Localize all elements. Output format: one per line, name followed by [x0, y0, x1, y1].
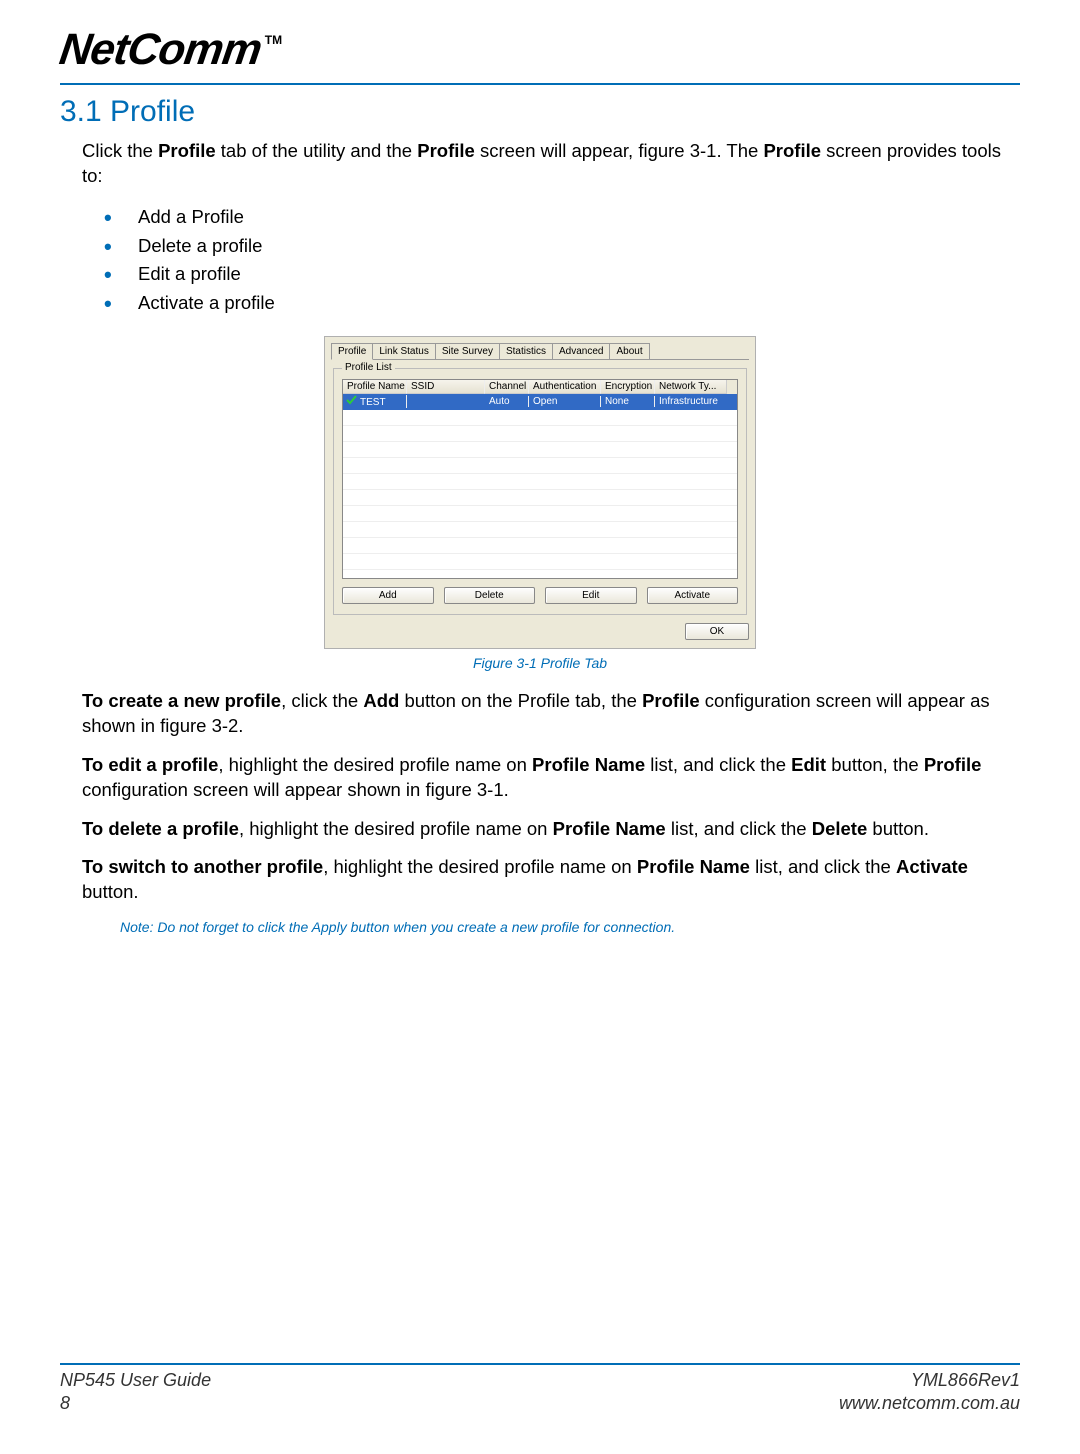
figure-caption: Figure 3-1 Profile Tab	[60, 655, 1020, 671]
edit-button[interactable]: Edit	[545, 587, 637, 604]
bullet-item: Delete a profile	[104, 232, 1020, 261]
figure-container: Profile Link Status Site Survey Statisti…	[60, 336, 1020, 671]
cell-profile-name: TEST	[343, 395, 407, 408]
bullet-item: Add a Profile	[104, 203, 1020, 232]
profile-listview[interactable]: Profile Name SSID Channel Authentication…	[342, 379, 738, 579]
table-row[interactable]: TEST Auto Open None Infrastructure	[343, 394, 737, 410]
tab-strip: Profile Link Status Site Survey Statisti…	[331, 343, 749, 360]
brand-logo: NetComm TM	[60, 25, 1020, 75]
section-title: 3.1 Profile	[60, 95, 1020, 129]
table-row[interactable]	[343, 538, 737, 554]
para-switch: To switch to another profile, highlight …	[82, 855, 1020, 905]
feature-bullets: Add a Profile Delete a profile Edit a pr…	[104, 203, 1020, 318]
bullet-item: Edit a profile	[104, 260, 1020, 289]
header-rule	[60, 83, 1020, 85]
action-button-row: Add Delete Edit Activate	[342, 587, 738, 604]
table-row[interactable]	[343, 442, 737, 458]
footer-guide-name: NP545 User Guide	[60, 1369, 211, 1392]
intro-paragraph: Click the Profile tab of the utility and…	[82, 139, 1020, 189]
col-channel[interactable]: Channel	[485, 380, 529, 394]
col-profile-name[interactable]: Profile Name	[343, 380, 407, 394]
tab-advanced[interactable]: Advanced	[552, 343, 610, 359]
ok-row: OK	[331, 623, 749, 640]
table-row[interactable]	[343, 474, 737, 490]
footer-revision: YML866Rev1	[839, 1369, 1020, 1392]
ok-button[interactable]: OK	[685, 623, 749, 640]
col-auth[interactable]: Authentication	[529, 380, 601, 394]
footer-page-number: 8	[60, 1392, 211, 1415]
delete-button[interactable]: Delete	[444, 587, 536, 604]
tab-about[interactable]: About	[609, 343, 649, 359]
profile-dialog: Profile Link Status Site Survey Statisti…	[324, 336, 756, 649]
para-delete: To delete a profile, highlight the desir…	[82, 817, 1020, 842]
listview-body: TEST Auto Open None Infrastructure	[343, 394, 737, 570]
table-row[interactable]	[343, 522, 737, 538]
col-encryption[interactable]: Encryption	[601, 380, 655, 394]
table-row[interactable]	[343, 506, 737, 522]
tab-link-status[interactable]: Link Status	[372, 343, 435, 359]
cell-network-type: Infrastructure	[655, 396, 727, 407]
para-create: To create a new profile, click the Add b…	[82, 689, 1020, 739]
cell-channel: Auto	[485, 396, 529, 407]
footer-rule	[60, 1363, 1020, 1365]
add-button[interactable]: Add	[342, 587, 434, 604]
group-label: Profile List	[342, 362, 395, 373]
check-icon	[347, 395, 357, 405]
bullet-item: Activate a profile	[104, 289, 1020, 318]
col-network-type[interactable]: Network Ty...	[655, 380, 727, 394]
trademark: TM	[265, 33, 282, 47]
col-ssid[interactable]: SSID	[407, 380, 485, 394]
profile-list-group: Profile List Profile Name SSID Channel A…	[333, 368, 747, 615]
table-row[interactable]	[343, 410, 737, 426]
para-edit: To edit a profile, highlight the desired…	[82, 753, 1020, 803]
table-row[interactable]	[343, 554, 737, 570]
footer-url: www.netcomm.com.au	[839, 1392, 1020, 1415]
cell-auth: Open	[529, 396, 601, 407]
note-text: Note: Do not forget to click the Apply b…	[120, 919, 1020, 935]
table-row[interactable]	[343, 426, 737, 442]
tab-site-survey[interactable]: Site Survey	[435, 343, 500, 359]
page-footer: NP545 User Guide 8 YML866Rev1 www.netcom…	[60, 1363, 1020, 1414]
listview-header: Profile Name SSID Channel Authentication…	[343, 380, 737, 394]
activate-button[interactable]: Activate	[647, 587, 739, 604]
cell-encryption: None	[601, 396, 655, 407]
table-row[interactable]	[343, 490, 737, 506]
brand-name: NetComm	[56, 25, 264, 75]
table-row[interactable]	[343, 458, 737, 474]
tab-statistics[interactable]: Statistics	[499, 343, 553, 359]
tab-profile[interactable]: Profile	[331, 343, 373, 360]
